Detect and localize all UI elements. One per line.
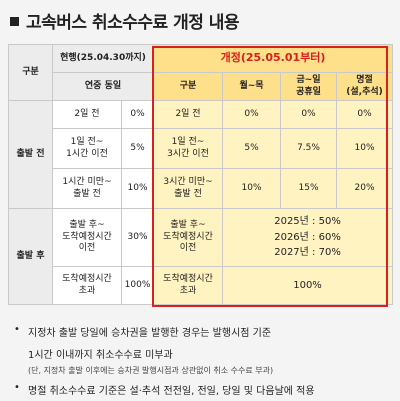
- table-row: 출발 후 출발 후~ 도착예정시간 이전 30% 출발 후~ 도착예정시간 이전…: [8, 208, 394, 305]
- bullet-icon: •: [14, 324, 20, 335]
- col-group-header: 구분: [8, 44, 53, 101]
- fee-holiday: 20%: [336, 168, 394, 209]
- note-item: • 지정차 출발 당일에 승차권을 발행한 경우는 발행시점 기준 1시간 이내…: [14, 324, 394, 361]
- page-title: 고속버스 취소수수료 개정 내용: [10, 8, 240, 33]
- table-row: 도착예정시간 초과 100% 도착예정시간 초과 100%: [9, 266, 394, 305]
- note-subtext: (단, 지정차 출발 이후에는 승차권 발행시점과 상관없이 취소 수수료 부과…: [28, 366, 274, 375]
- current-sub-header: 연중 동일: [51, 72, 155, 101]
- cur-label: 1일 전~ 1시간 이전: [52, 128, 122, 169]
- table-row: 1시간 미만~ 출발 전 10% 3시간 미만~ 출발 전 10% 15% 20…: [9, 168, 394, 209]
- new-fee-schedule: 2025년 : 50% 2026년 : 60% 2027년 : 70%: [222, 208, 394, 267]
- new-col-mon-thu: 월~목: [222, 72, 282, 101]
- new-col-category: 구분: [153, 72, 224, 101]
- after-departure-label: 출발 후: [8, 208, 53, 305]
- new-label: 1일 전~ 3시간 이전: [153, 128, 224, 169]
- fee-mon-thu: 10%: [222, 168, 282, 209]
- new-label: 도착예정시간 초과: [153, 266, 224, 305]
- cur-fee: 5%: [120, 128, 155, 169]
- fee-fri-sun: 7.5%: [280, 128, 338, 169]
- new-col-holiday: 명절 (설,추석): [336, 72, 394, 101]
- fee-fri-sun: 0%: [280, 100, 338, 129]
- note-text: 지정차 출발 당일에 승차권을 발행한 경우는 발행시점 기준: [28, 328, 272, 339]
- note-text: 명절 취소수수료 기준은 설·추석 전전일, 전일, 당일 및 다음날에 적용: [28, 386, 315, 397]
- new-fee: 100%: [222, 266, 394, 305]
- new-col-fri-sun-label: 금~일 공휴일: [296, 74, 321, 97]
- cur-label: 도착예정시간 초과: [52, 266, 122, 305]
- fee-holiday: 10%: [336, 128, 394, 169]
- bullet-icon: •: [14, 382, 20, 393]
- cur-fee: 30%: [120, 208, 155, 267]
- new-label: 2일 전: [153, 100, 224, 129]
- new-label: 3시간 미만~ 출발 전: [153, 168, 224, 209]
- before-departure-label: 출발 전: [8, 100, 53, 209]
- new-header: 개정(25.05.01부터): [153, 44, 394, 73]
- fee-holiday: 0%: [336, 100, 394, 129]
- table-row: 1일 전~ 1시간 이전 5% 1일 전~ 3시간 이전 5% 7.5% 10%: [9, 128, 394, 169]
- current-header: 현행(25.04.30까지): [51, 44, 155, 73]
- fee-mon-thu: 5%: [222, 128, 282, 169]
- fee-table: 구분 현행(25.04.30까지) 개정(25.05.01부터) 연중 동일 구…: [8, 44, 394, 305]
- cur-label: 출발 후~ 도착예정시간 이전: [52, 208, 122, 267]
- cur-fee: 10%: [120, 168, 155, 209]
- notes: • 지정차 출발 당일에 승차권을 발행한 경우는 발행시점 기준 1시간 이내…: [14, 324, 394, 401]
- new-label: 출발 후~ 도착예정시간 이전: [153, 208, 224, 267]
- cur-label: 2일 전: [52, 100, 122, 129]
- cur-fee: 0%: [120, 100, 155, 129]
- fee-mon-thu: 0%: [222, 100, 282, 129]
- cur-fee: 100%: [120, 266, 155, 305]
- new-col-holiday-label: 명절 (설,추석): [346, 74, 383, 97]
- fee-fri-sun: 15%: [280, 168, 338, 209]
- new-col-fri-sun: 금~일 공휴일: [280, 72, 338, 101]
- cur-label: 1시간 미만~ 출발 전: [52, 168, 122, 209]
- square-bullet-icon: [10, 17, 19, 26]
- note-item: • 명절 취소수수료 기준은 설·추석 전전일, 전일, 당일 및 다음날에 적…: [14, 382, 394, 397]
- note-text-cont: 1시간 이내까지 취소수수료 미부과: [28, 350, 173, 361]
- table-row: 출발 전 2일 전 0% 2일 전 0% 0% 0%: [8, 100, 394, 209]
